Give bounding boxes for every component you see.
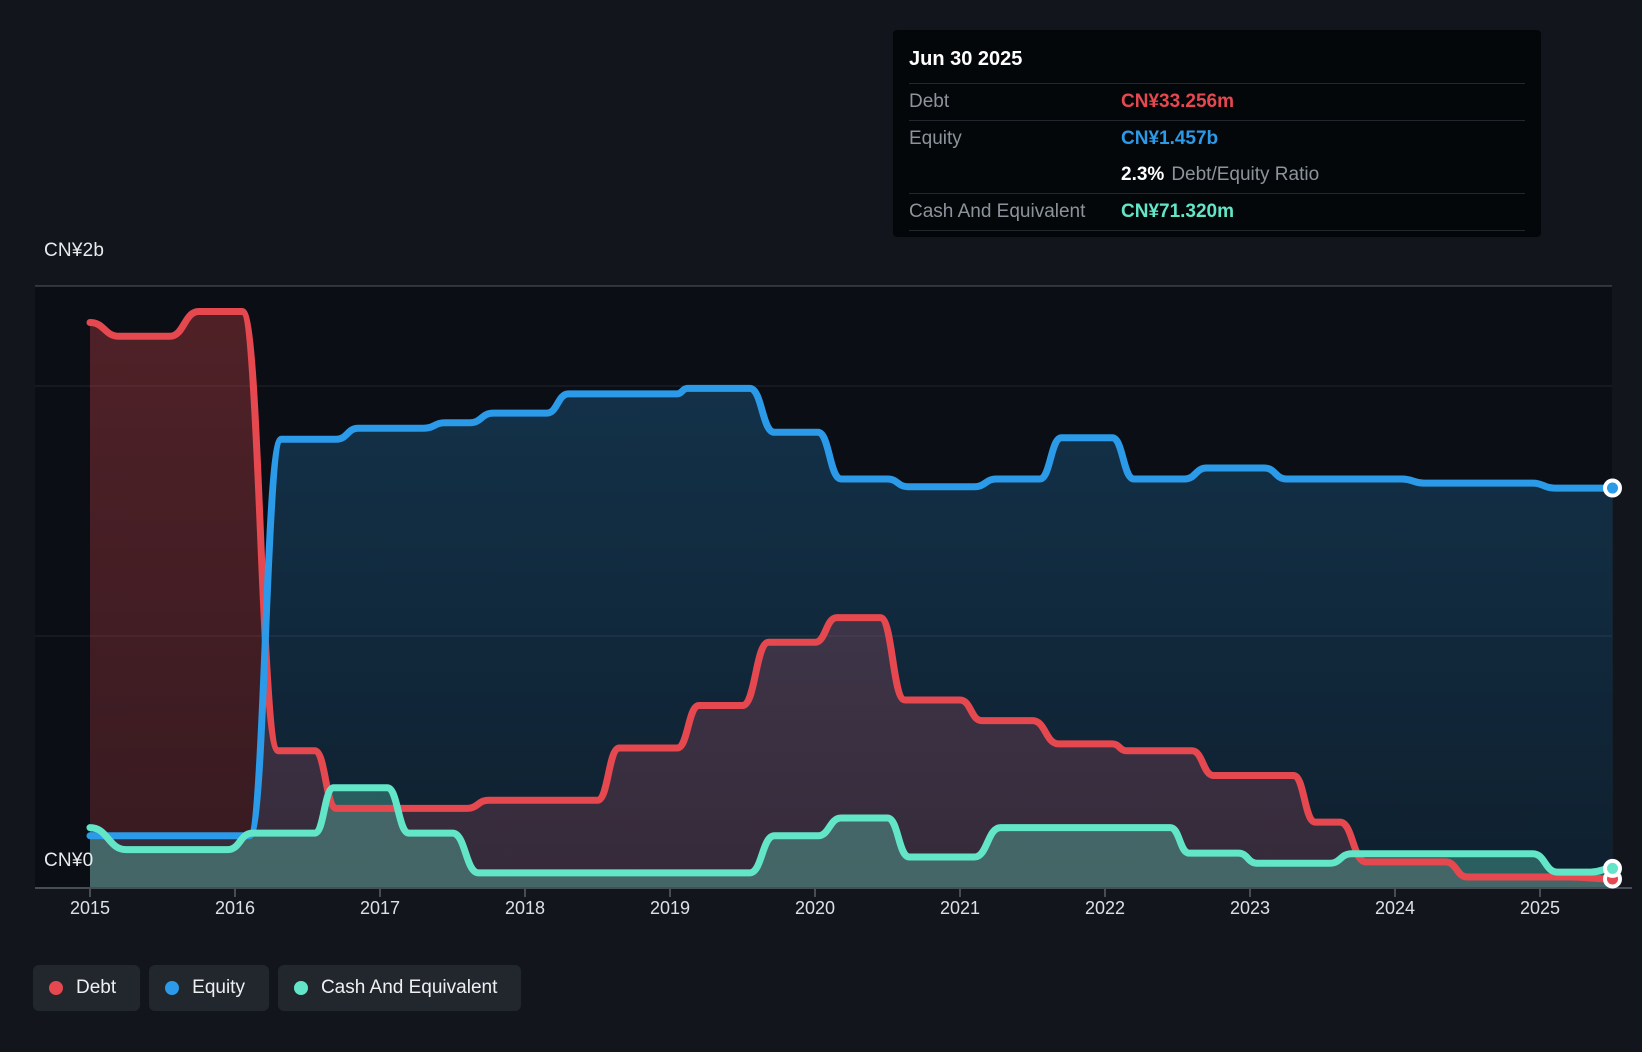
x-axis-label: 2016 bbox=[195, 898, 275, 919]
x-axis-label: 2015 bbox=[50, 898, 130, 919]
x-axis-label: 2024 bbox=[1355, 898, 1435, 919]
chart-tooltip: Jun 30 2025 Debt CN¥33.256m Equity CN¥1.… bbox=[893, 30, 1541, 237]
legend-cash-label: Cash And Equivalent bbox=[321, 977, 497, 999]
y-axis-label-top: CN¥2b bbox=[44, 240, 104, 262]
tooltip-row-cash: Cash And Equivalent CN¥71.320m bbox=[909, 194, 1525, 231]
tooltip-row-ratio: 2.3% Debt/Equity Ratio bbox=[909, 157, 1525, 194]
tooltip-debt-label: Debt bbox=[909, 91, 1121, 113]
legend-item-cash[interactable]: Cash And Equivalent bbox=[278, 965, 521, 1011]
tooltip-ratio-value: 2.3% bbox=[1121, 164, 1164, 186]
debt-equity-history-chart: CN¥2b CN¥0 2015 2016 2017 2018 2019 2020 2021 2… bbox=[0, 0, 1642, 1052]
legend-item-equity[interactable]: Equity bbox=[149, 965, 269, 1011]
tooltip-cash-value: CN¥71.320m bbox=[1121, 201, 1234, 223]
tooltip-debt-value: CN¥33.256m bbox=[1121, 91, 1234, 113]
x-axis-label: 2020 bbox=[775, 898, 855, 919]
y-axis-label-zero: CN¥0 bbox=[44, 850, 93, 872]
x-axis-label: 2025 bbox=[1500, 898, 1580, 919]
tooltip-ratio-label: Debt/Equity Ratio bbox=[1171, 164, 1319, 186]
x-axis-label: 2019 bbox=[630, 898, 710, 919]
equity-dot-icon bbox=[165, 981, 179, 995]
tooltip-cash-label: Cash And Equivalent bbox=[909, 201, 1121, 223]
legend-debt-label: Debt bbox=[76, 977, 116, 999]
cash-dot-icon bbox=[294, 981, 308, 995]
x-axis-label: 2017 bbox=[340, 898, 420, 919]
legend-equity-label: Equity bbox=[192, 977, 245, 999]
legend-item-debt[interactable]: Debt bbox=[33, 965, 140, 1011]
tooltip-equity-label: Equity bbox=[909, 128, 1121, 150]
x-axis-label: 2018 bbox=[485, 898, 565, 919]
chart-legend: Debt Equity Cash And Equivalent bbox=[33, 965, 521, 1011]
x-axis-label: 2022 bbox=[1065, 898, 1145, 919]
tooltip-row-debt: Debt CN¥33.256m bbox=[909, 84, 1525, 121]
x-axis-label: 2023 bbox=[1210, 898, 1290, 919]
debt-dot-icon bbox=[49, 981, 63, 995]
tooltip-date: Jun 30 2025 bbox=[909, 40, 1525, 84]
tooltip-row-equity: Equity CN¥1.457b bbox=[909, 121, 1525, 157]
tooltip-equity-value: CN¥1.457b bbox=[1121, 128, 1218, 150]
x-axis-label: 2021 bbox=[920, 898, 1000, 919]
